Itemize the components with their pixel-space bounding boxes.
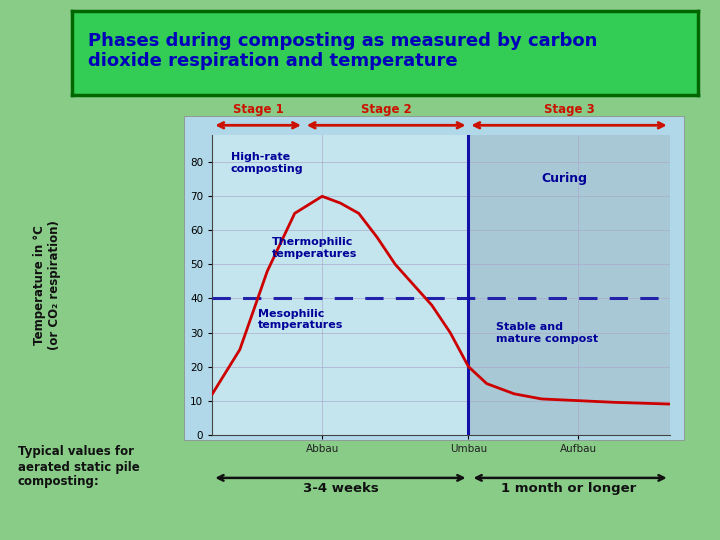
Text: Curing: Curing [541, 172, 588, 185]
Text: Temperature in °C
(or CO₂ respiration): Temperature in °C (or CO₂ respiration) [33, 220, 60, 350]
Text: Stage 3: Stage 3 [544, 103, 595, 116]
Text: Stable and
mature compost: Stable and mature compost [496, 322, 598, 344]
Text: Stage 1: Stage 1 [233, 103, 284, 116]
Text: Mesophilic
temperatures: Mesophilic temperatures [258, 309, 343, 330]
Text: 1 month or longer: 1 month or longer [501, 482, 636, 495]
Text: High-rate
composting: High-rate composting [230, 152, 303, 174]
Text: Stage 2: Stage 2 [361, 103, 412, 116]
Bar [469, 128, 670, 435]
Text: 3-4 weeks: 3-4 weeks [302, 482, 378, 495]
Text: Phases during composting as measured by carbon
dioxide respiration and temperatu: Phases during composting as measured by … [88, 31, 597, 70]
Text: Thermophilic
temperatures: Thermophilic temperatures [272, 237, 357, 259]
Text: Typical values for
aerated static pile
composting:: Typical values for aerated static pile c… [18, 446, 140, 489]
